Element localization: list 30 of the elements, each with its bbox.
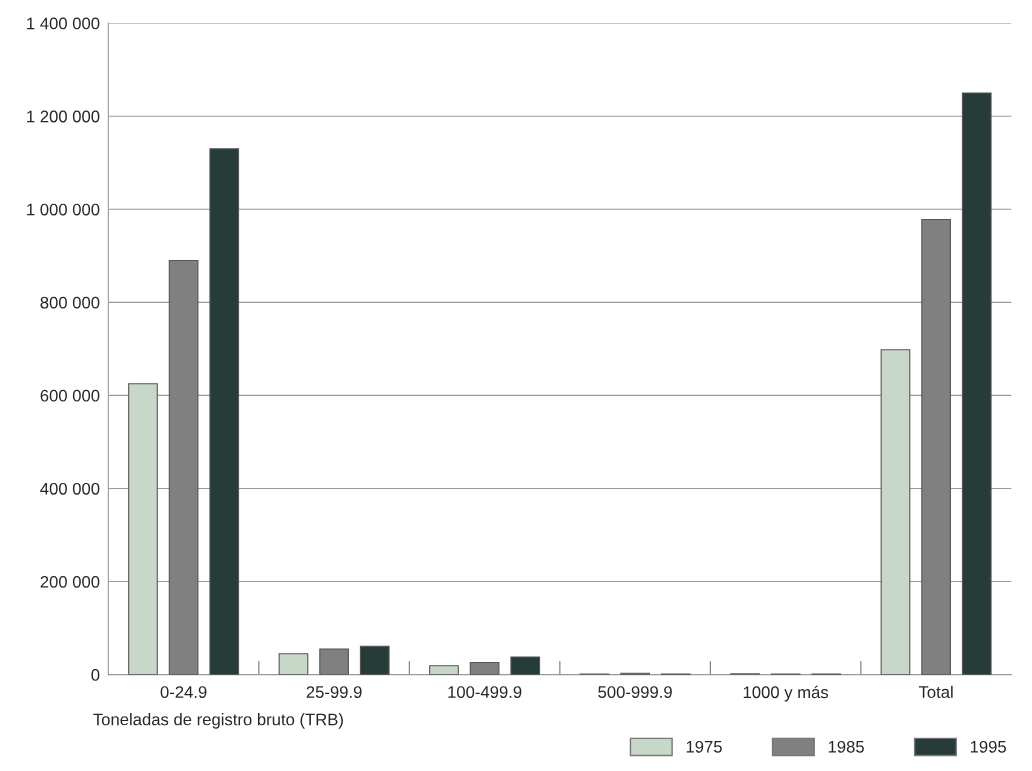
bar bbox=[278, 653, 309, 675]
x-axis-title: Toneladas de registro bruto (TRB) bbox=[93, 713, 343, 729]
y-tick-label: 600 000 bbox=[40, 389, 100, 402]
y-tick-label: 200 000 bbox=[40, 575, 100, 588]
legend-label: 1985 bbox=[828, 740, 864, 753]
y-tick-label: 400 000 bbox=[40, 482, 100, 495]
x-tick-label: Total bbox=[918, 685, 953, 698]
y-tick-label: 1 400 000 bbox=[27, 17, 100, 30]
bar bbox=[469, 661, 500, 675]
bar bbox=[880, 349, 911, 675]
legend-label: 1975 bbox=[686, 740, 722, 753]
bar bbox=[921, 218, 951, 675]
bar bbox=[128, 383, 158, 675]
x-tick-label: 100-499.9 bbox=[448, 686, 522, 698]
y-tick-label: 800 000 bbox=[40, 296, 100, 309]
bar bbox=[209, 148, 240, 675]
x-tick-label: 25-99.9 bbox=[306, 686, 362, 698]
bar bbox=[319, 648, 349, 675]
bar bbox=[961, 92, 992, 675]
bar bbox=[429, 665, 459, 675]
bar bbox=[359, 645, 390, 675]
y-tick-label: 1 200 000 bbox=[27, 110, 100, 123]
bar bbox=[510, 656, 541, 675]
y-tick-label: 0 bbox=[91, 669, 100, 681]
x-tick-label: 1000 y más bbox=[743, 685, 829, 702]
legend-label: 1995 bbox=[970, 740, 1006, 753]
x-tick-label: 0-24.9 bbox=[160, 686, 207, 698]
y-tick-label: 1 000 000 bbox=[27, 203, 100, 216]
bar bbox=[168, 259, 199, 675]
x-tick-label: 500-999.9 bbox=[598, 686, 672, 698]
